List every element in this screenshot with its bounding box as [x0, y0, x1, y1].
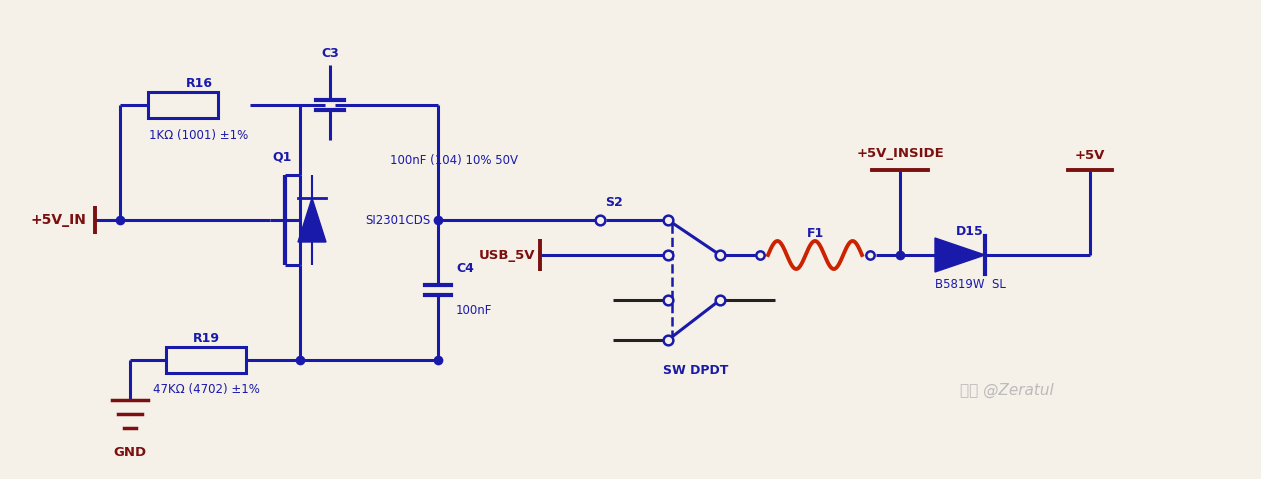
- Text: 100nF (104) 10% 50V: 100nF (104) 10% 50V: [390, 153, 518, 167]
- Text: C3: C3: [322, 46, 339, 59]
- Text: F1: F1: [806, 227, 823, 240]
- Text: GND: GND: [113, 445, 146, 458]
- Text: B5819W  SL: B5819W SL: [934, 278, 1005, 292]
- Text: SW DPDT: SW DPDT: [663, 364, 729, 376]
- Polygon shape: [298, 198, 327, 242]
- Text: USB_5V: USB_5V: [478, 249, 535, 262]
- Text: +5V: +5V: [1074, 148, 1105, 161]
- Bar: [148, 92, 218, 118]
- Text: 100nF: 100nF: [456, 304, 492, 317]
- Text: C4: C4: [456, 262, 474, 274]
- Text: D15: D15: [956, 225, 984, 238]
- Text: 1KΩ (1001) ±1%: 1KΩ (1001) ±1%: [149, 128, 248, 141]
- Text: S2: S2: [605, 195, 623, 208]
- Bar: [166, 347, 246, 373]
- Polygon shape: [934, 238, 985, 272]
- Text: R19: R19: [193, 331, 219, 344]
- Text: +5V_INSIDE: +5V_INSIDE: [856, 147, 944, 160]
- Text: Q1: Q1: [272, 150, 293, 163]
- Text: SI2301CDS: SI2301CDS: [364, 214, 430, 227]
- Text: R16: R16: [185, 77, 213, 90]
- Text: +5V_IN: +5V_IN: [30, 213, 86, 227]
- Text: 知乎 @Zeratul: 知乎 @Zeratul: [960, 382, 1054, 398]
- Text: 47KΩ (4702) ±1%: 47KΩ (4702) ±1%: [153, 384, 260, 397]
